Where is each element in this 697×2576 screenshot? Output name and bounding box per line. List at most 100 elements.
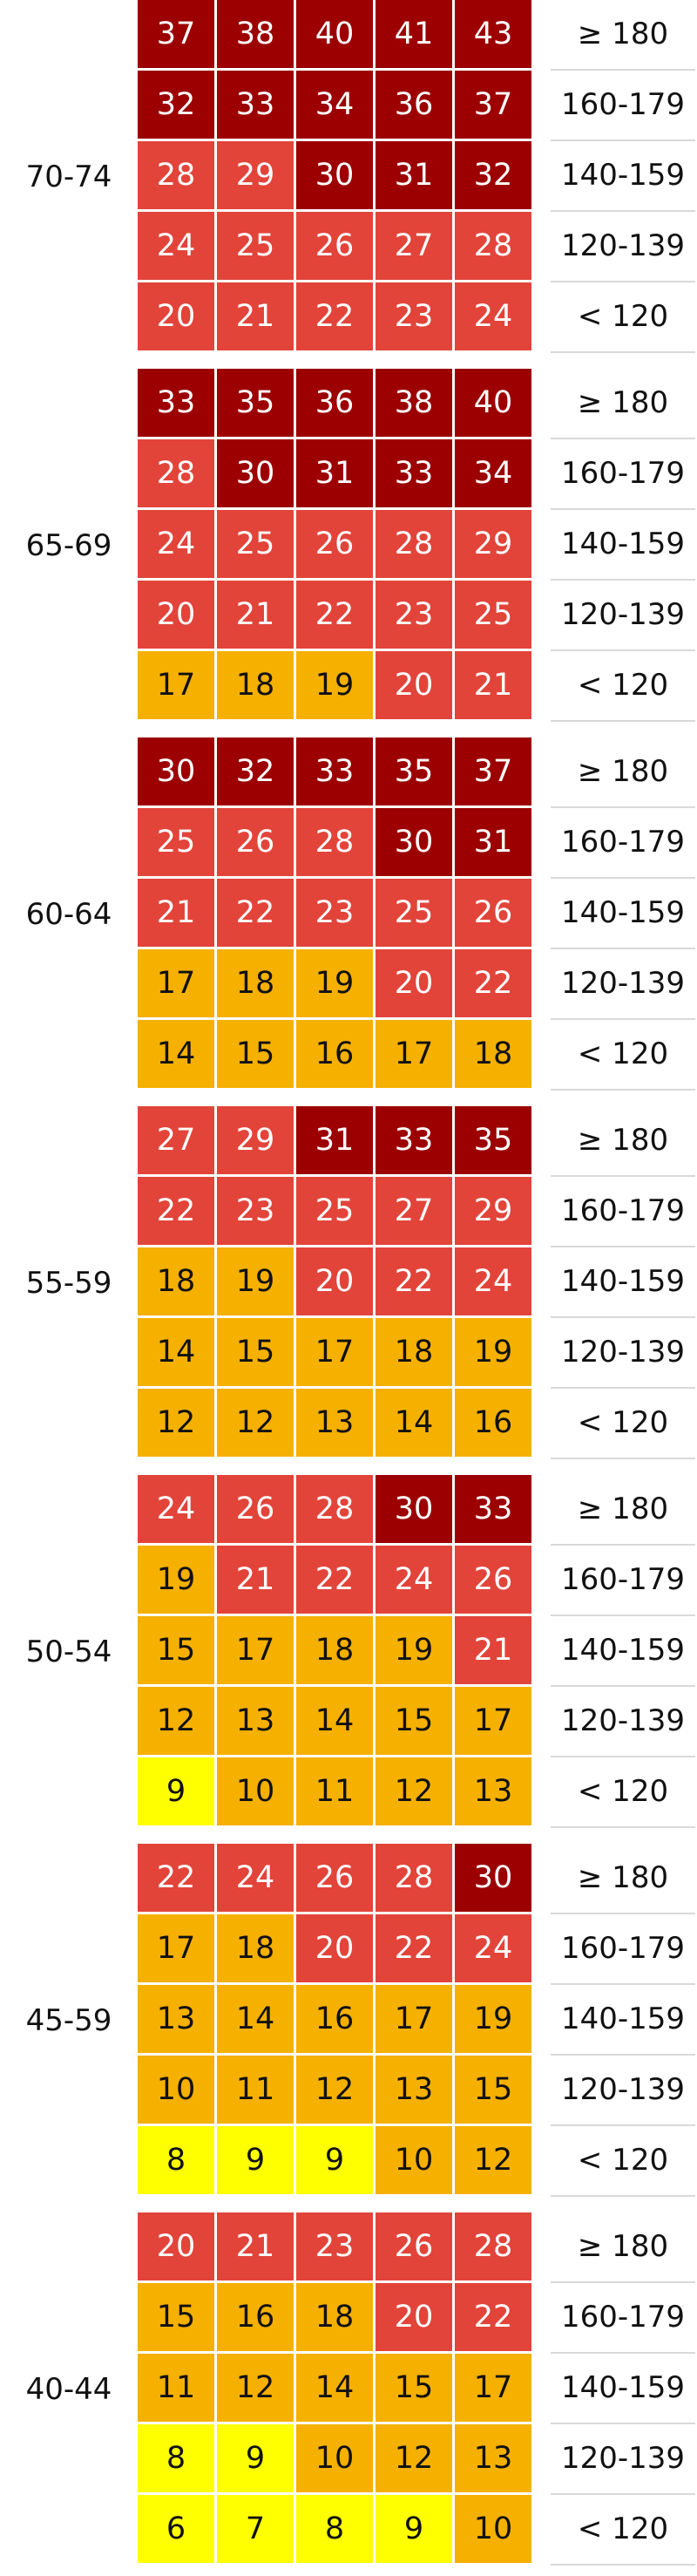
heatmap-cell: 40 [296,0,373,68]
heatmap-cell: 18 [376,1318,452,1386]
row-divider [551,508,695,510]
heatmap-cell: 21 [217,581,294,649]
heatmap-cell: 24 [217,1844,294,1912]
heatmap-cell: 18 [296,1616,373,1684]
heatmap-cell: 12 [138,1687,214,1755]
heatmap-cell: 14 [296,1687,373,1755]
heatmap-cell: 25 [455,581,531,649]
heatmap-cell: 31 [455,808,531,876]
heatmap-cell: 12 [376,1757,452,1825]
heatmap-cell: 11 [138,2354,214,2422]
heatmap-cell: 28 [138,439,214,507]
heatmap-cell: 27 [376,212,452,280]
heatmap-cell: 24 [138,212,214,280]
row-divider [551,1089,695,1091]
blood-pressure-label: 140-159 [560,1264,686,1299]
heatmap-cell: 18 [296,2283,373,2351]
blood-pressure-label: ≥ 180 [577,17,669,51]
blood-pressure-label: 140-159 [560,2370,686,2405]
heatmap-cell: 12 [455,2126,531,2194]
heatmap-cell: 21 [217,282,294,350]
heatmap-cell: 30 [296,141,373,209]
blood-pressure-label: ≥ 180 [577,1492,669,1526]
blood-pressure-label: 140-159 [560,158,686,193]
heatmap-cell: 16 [455,1389,531,1457]
row-divider [551,948,695,949]
heatmap-cell: 20 [138,581,214,649]
heatmap-cell: 17 [376,1985,452,2053]
heatmap-cell: 21 [217,1546,294,1614]
heatmap-cell: 15 [217,1318,294,1386]
blood-pressure-label: 120-139 [560,966,686,1001]
blood-pressure-label: ≥ 180 [577,1123,669,1158]
heatmap-cell: 17 [296,1318,373,1386]
heatmap-cell: 24 [138,510,214,578]
heatmap-cell: 34 [455,439,531,507]
heatmap-cell: 21 [455,1616,531,1684]
blood-pressure-label: 120-139 [560,2072,686,2107]
row-divider [551,579,695,581]
blood-pressure-label: 140-159 [560,2002,686,2036]
row-divider [551,2054,695,2056]
heatmap-cell: 20 [376,949,452,1017]
age-group-label: 60-64 [25,896,112,932]
row-divider [551,1756,695,1757]
heatmap-cell: 6 [138,2495,214,2563]
blood-pressure-label: < 120 [577,2511,669,2546]
heatmap-cell: 18 [217,1914,294,1982]
heatmap-cell: 23 [296,2212,373,2280]
blood-pressure-label: 160-179 [560,825,686,860]
row-divider [551,281,695,282]
age-group-label: 50-54 [25,1634,112,1669]
heatmap-cell: 24 [455,1247,531,1315]
heatmap-cell: 14 [138,1318,214,1386]
heatmap-cell: 15 [138,2283,214,2351]
heatmap-cell: 33 [296,737,373,805]
heatmap-cell: 12 [217,2354,294,2422]
row-divider [551,1983,695,1985]
heatmap-cell: 22 [455,949,531,1017]
blood-pressure-label: 160-179 [560,2300,686,2335]
heatmap-cell: 9 [138,1757,214,1825]
blood-pressure-label: < 120 [577,1774,669,1809]
heatmap-cell: 33 [376,439,452,507]
heatmap-cell: 24 [138,1475,214,1543]
heatmap-cell: 18 [217,949,294,1017]
blood-pressure-label: 120-139 [560,228,686,263]
heatmap-cell: 37 [455,737,531,805]
heatmap-cell: 29 [455,1177,531,1245]
heatmap-cell: 18 [455,1020,531,1088]
heatmap-cell: 20 [138,2212,214,2280]
heatmap-cell: 37 [138,0,214,68]
heatmap-cell: 22 [217,879,294,947]
heatmap-cell: 31 [296,439,373,507]
heatmap-cell: 10 [455,2495,531,2563]
row-divider [551,2281,695,2283]
blood-pressure-label: 120-139 [560,1703,686,1738]
row-divider [551,806,695,808]
heatmap-cell: 32 [455,141,531,209]
heatmap-cell: 13 [138,1985,214,2053]
heatmap-cell: 23 [296,879,373,947]
heatmap-cell: 21 [138,879,214,947]
heatmap-cell: 21 [217,2212,294,2280]
heatmap-cell: 11 [296,1757,373,1825]
heatmap-cell: 19 [455,1985,531,2053]
heatmap-cell: 8 [138,2424,214,2492]
heatmap-cell: 17 [217,1616,294,1684]
heatmap-cell: 37 [455,71,531,139]
heatmap-cell: 20 [376,651,452,719]
heatmap-cell: 19 [217,1247,294,1315]
heatmap-cell: 10 [376,2126,452,2194]
heatmap-cell: 25 [296,1177,373,1245]
heatmap-cell: 30 [217,439,294,507]
heatmap-cell: 17 [455,2354,531,2422]
heatmap-cell: 19 [296,651,373,719]
heatmap-cell: 13 [296,1389,373,1457]
heatmap-cell: 15 [138,1616,214,1684]
age-group-label: 45-59 [25,2002,112,2038]
heatmap-cell: 28 [376,510,452,578]
heatmap-cell: 19 [296,949,373,1017]
heatmap-cell: 17 [138,1914,214,1982]
blood-pressure-label: < 120 [577,1037,669,1071]
